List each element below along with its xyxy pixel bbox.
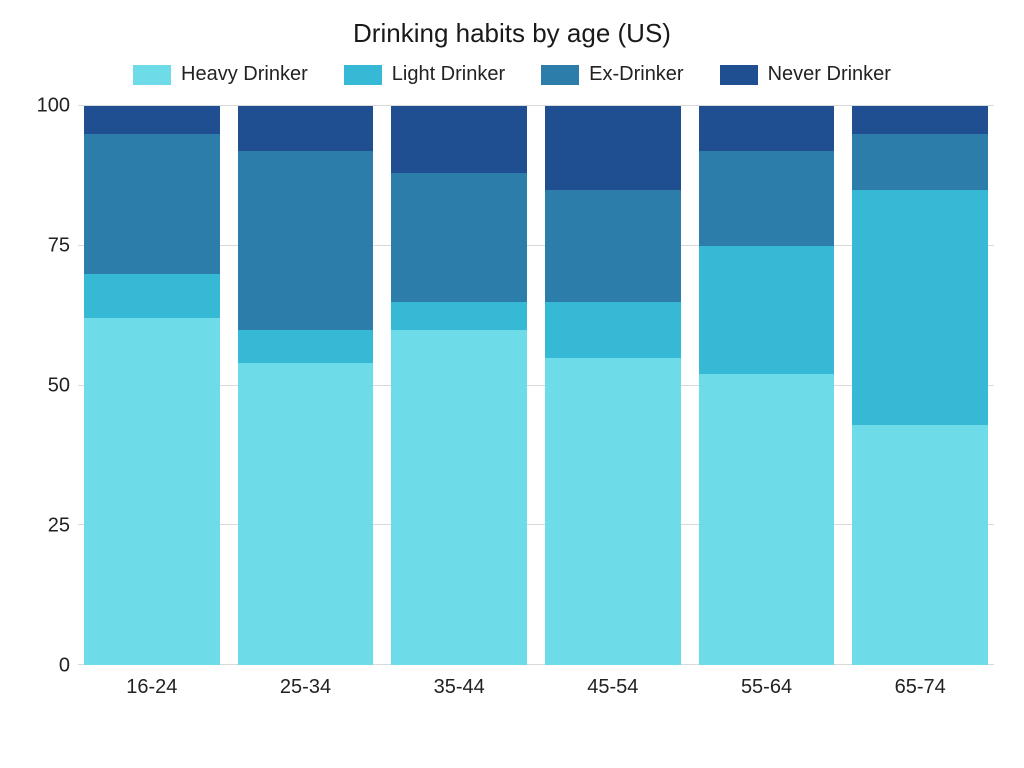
x-label: 65-74 [852, 676, 988, 699]
x-label: 16-24 [84, 676, 220, 699]
bar-seg-heavy [852, 425, 988, 665]
bar-45-54 [545, 106, 681, 665]
bar-seg-ex [852, 134, 988, 190]
bar-seg-heavy [391, 330, 527, 665]
bar-seg-never [84, 106, 220, 134]
chart-title: Drinking habits by age (US) [30, 18, 994, 49]
x-label: 55-64 [699, 676, 835, 699]
bar-seg-never [699, 106, 835, 151]
legend: Heavy Drinker Light Drinker Ex-Drinker N… [30, 63, 994, 86]
bar-seg-light [545, 302, 681, 358]
bar-55-64 [699, 106, 835, 665]
legend-item-light: Light Drinker [344, 63, 505, 86]
bars-panel [78, 106, 994, 666]
legend-item-never: Never Drinker [720, 63, 891, 86]
bar-seg-light [238, 330, 374, 364]
legend-item-ex: Ex-Drinker [541, 63, 683, 86]
bar-seg-never [238, 106, 374, 151]
legend-label: Ex-Drinker [589, 63, 683, 86]
x-axis: 16-24 25-34 35-44 45-54 55-64 65-74 [78, 666, 994, 699]
bar-seg-light [699, 246, 835, 375]
legend-swatch-ex [541, 65, 579, 85]
legend-label: Never Drinker [768, 63, 891, 86]
legend-label: Light Drinker [392, 63, 505, 86]
bar-seg-light [84, 274, 220, 319]
legend-swatch-light [344, 65, 382, 85]
legend-label: Heavy Drinker [181, 63, 308, 86]
legend-item-heavy: Heavy Drinker [133, 63, 308, 86]
x-label: 45-54 [545, 676, 681, 699]
bar-65-74 [852, 106, 988, 665]
y-axis: 100 75 50 25 0 [30, 106, 78, 666]
plot-area: 100 75 50 25 0 [30, 106, 994, 706]
bar-25-34 [238, 106, 374, 665]
bar-seg-ex [699, 151, 835, 246]
bar-seg-never [852, 106, 988, 134]
bar-35-44 [391, 106, 527, 665]
bars-region: 16-24 25-34 35-44 45-54 55-64 65-74 [78, 106, 994, 706]
bar-seg-heavy [545, 358, 681, 665]
bar-seg-light [852, 190, 988, 425]
bar-seg-light [391, 302, 527, 330]
bar-seg-ex [84, 134, 220, 274]
y-tick: 0 [59, 655, 70, 678]
y-tick: 50 [48, 375, 70, 398]
bar-seg-heavy [699, 374, 835, 665]
x-label: 35-44 [391, 676, 527, 699]
x-label: 25-34 [238, 676, 374, 699]
y-tick: 75 [48, 235, 70, 258]
y-tick: 100 [37, 95, 70, 118]
bar-seg-ex [391, 173, 527, 302]
bar-seg-never [545, 106, 681, 190]
chart-container: Drinking habits by age (US) Heavy Drinke… [0, 0, 1024, 768]
bar-seg-heavy [238, 363, 374, 665]
bar-seg-ex [545, 190, 681, 302]
bar-16-24 [84, 106, 220, 665]
y-tick: 25 [48, 515, 70, 538]
bar-seg-never [391, 106, 527, 173]
legend-swatch-never [720, 65, 758, 85]
bar-seg-ex [238, 151, 374, 330]
bar-seg-heavy [84, 318, 220, 665]
legend-swatch-heavy [133, 65, 171, 85]
